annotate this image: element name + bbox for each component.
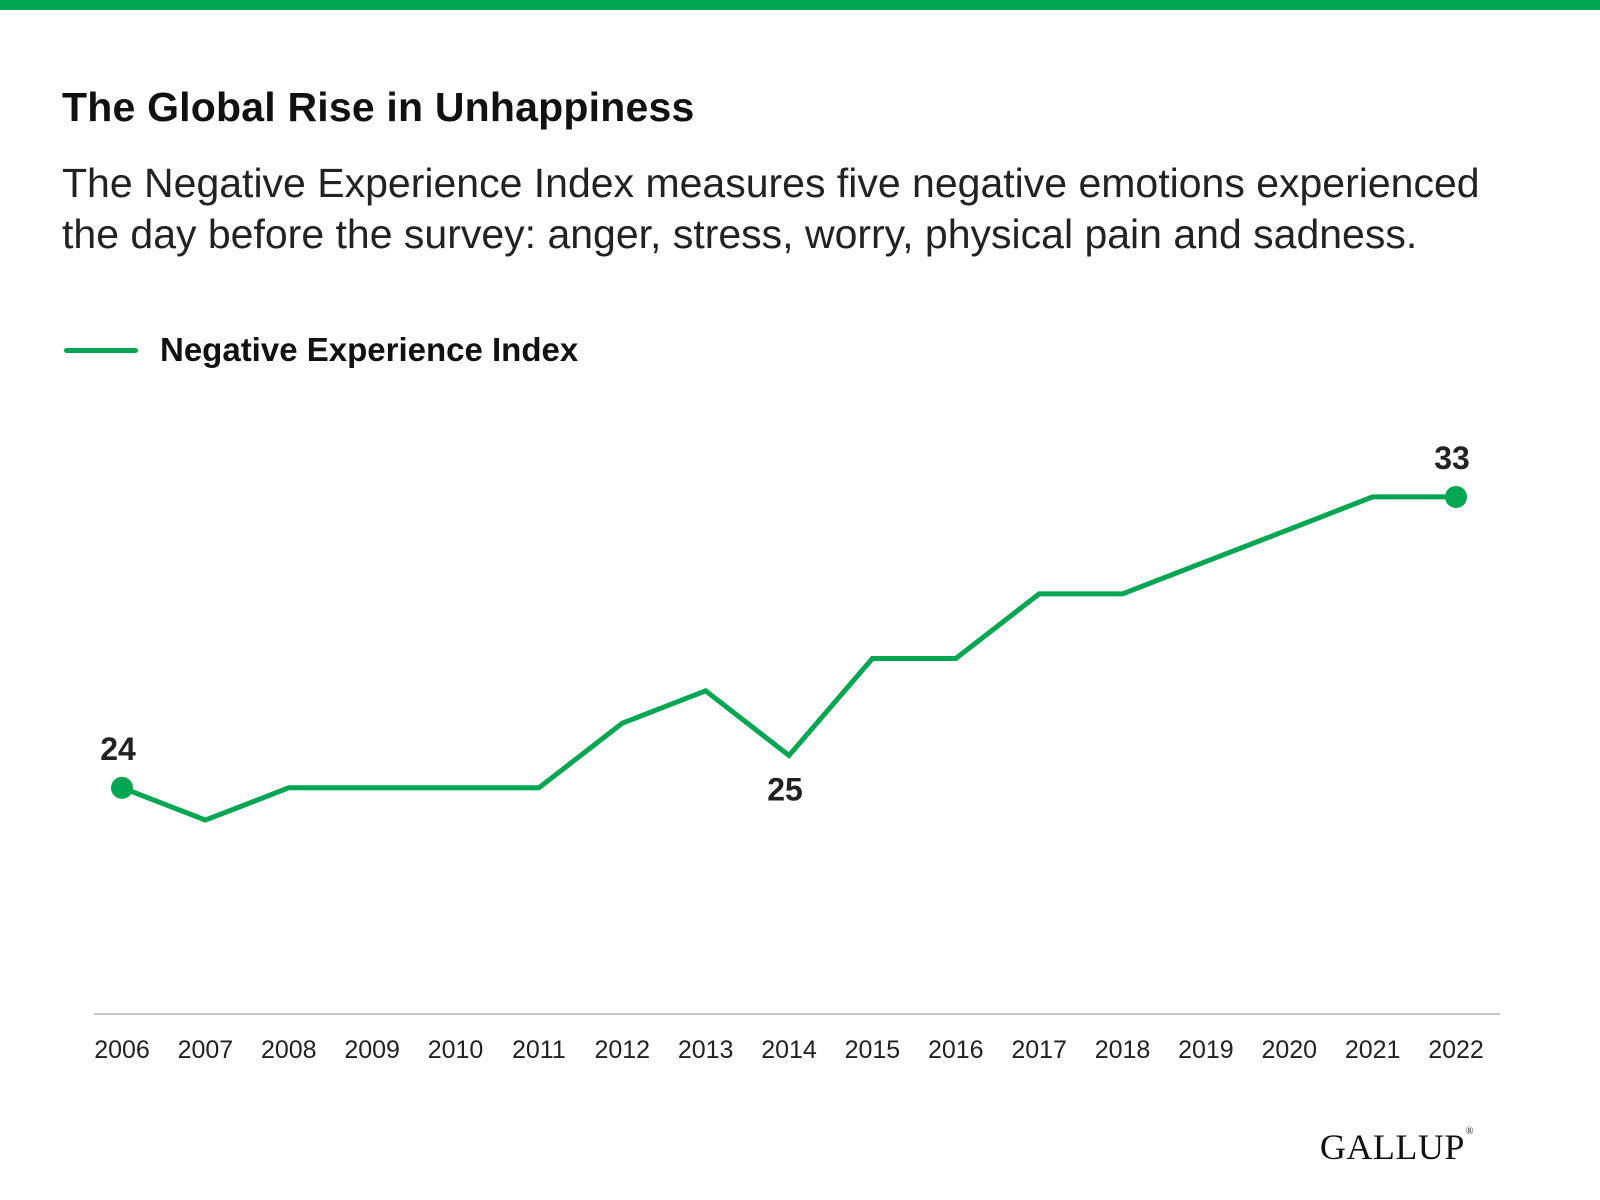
x-tick-label-2021: 2021	[1345, 1036, 1401, 1064]
x-tick-label-2014: 2014	[761, 1036, 817, 1064]
x-tick-label-2020: 2020	[1261, 1036, 1317, 1064]
registered-mark: ®	[1465, 1126, 1474, 1137]
line-chart: 2006 2007 2008 2009 2010 2011 2012 2013 2014 2015…	[94, 440, 1500, 1064]
x-tick-label-2018: 2018	[1095, 1036, 1151, 1064]
endpoint-markers	[111, 485, 1467, 799]
legend-line-swatch	[64, 347, 138, 353]
marker-2022	[1445, 485, 1467, 508]
marker-2006	[111, 776, 133, 799]
data-labels: 24 25 33	[100, 440, 1470, 808]
x-tick-label-2016: 2016	[928, 1036, 984, 1064]
x-tick-label-2015: 2015	[845, 1036, 901, 1064]
x-tick-label-2007: 2007	[178, 1036, 234, 1064]
series-line-negative-experience-index	[121, 494, 1456, 823]
data-label-2022: 33	[1434, 440, 1470, 476]
legend: Negative Experience Index	[64, 330, 578, 370]
x-tick-label-2009: 2009	[344, 1036, 400, 1064]
x-tick-label-2013: 2013	[678, 1036, 734, 1064]
x-tick-label-2006: 2006	[94, 1036, 150, 1064]
top-accent-bar	[0, 0, 1600, 10]
x-tick-label-2008: 2008	[261, 1036, 317, 1064]
chart-title: The Global Rise in Unhappiness	[62, 84, 695, 130]
legend-label: Negative Experience Index	[160, 331, 579, 368]
data-label-2014: 25	[767, 771, 803, 807]
data-label-2006: 24	[100, 731, 136, 767]
x-tick-label-2022: 2022	[1428, 1036, 1484, 1064]
x-tick-label-2010: 2010	[428, 1036, 484, 1064]
x-tick-label-2019: 2019	[1178, 1036, 1234, 1064]
x-tick-label-2012: 2012	[594, 1036, 650, 1064]
x-tick-label-2011: 2011	[512, 1036, 566, 1064]
chart-subtitle: The Negative Experience Index measures f…	[62, 160, 1480, 257]
x-axis-tick-labels: 2006 2007 2008 2009 2010 2011 2012 2013 2014 2015…	[94, 1036, 1484, 1064]
gallup-logo: GALLUP®	[1320, 1126, 1474, 1168]
gallup-logo-text: GALLUP	[1319, 1127, 1465, 1167]
x-tick-label-2017: 2017	[1011, 1036, 1067, 1064]
